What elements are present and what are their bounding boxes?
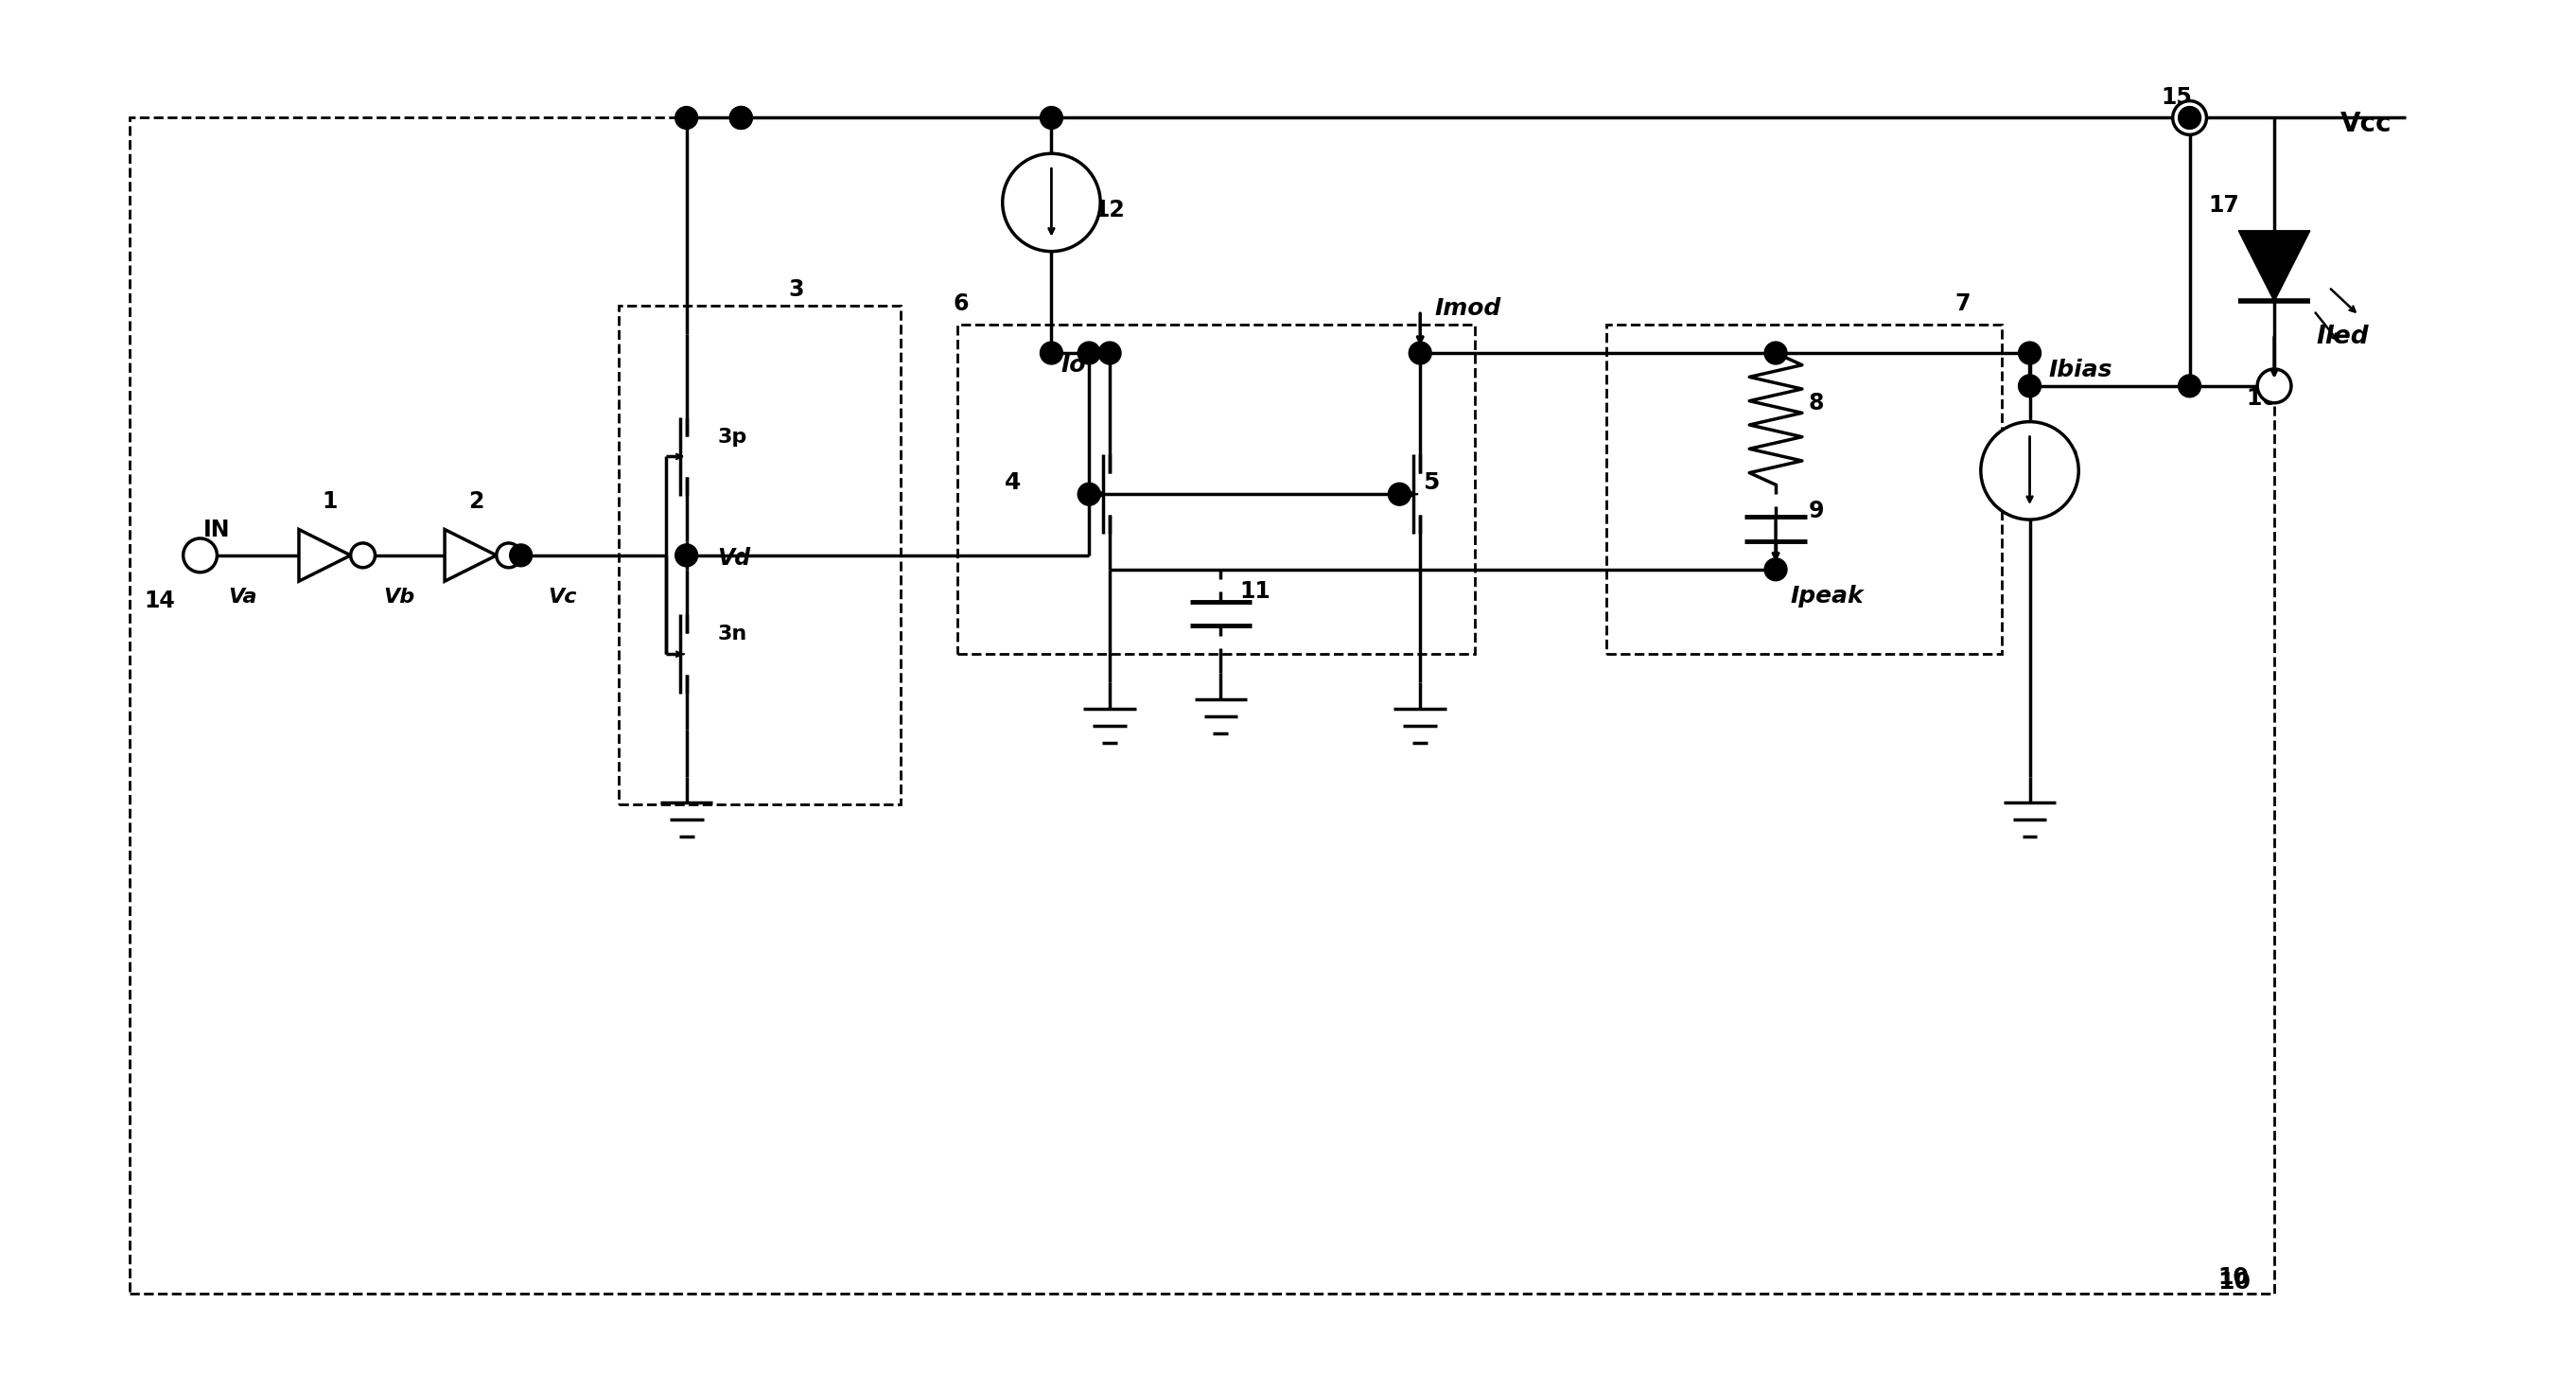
Circle shape xyxy=(1077,342,1100,365)
Text: Ipeak: Ipeak xyxy=(1790,585,1862,607)
Text: Iled: Iled xyxy=(2316,324,2370,349)
Text: 12: 12 xyxy=(1095,199,1126,221)
Text: Ibias: Ibias xyxy=(2048,359,2112,381)
Circle shape xyxy=(2179,374,2200,397)
Text: 3n: 3n xyxy=(719,625,747,643)
Text: Vb: Vb xyxy=(384,587,415,606)
Circle shape xyxy=(675,107,698,129)
Text: 15: 15 xyxy=(2161,86,2192,109)
Circle shape xyxy=(1981,422,2079,519)
Text: 3: 3 xyxy=(788,278,804,301)
Circle shape xyxy=(2179,107,2200,129)
Circle shape xyxy=(2020,374,2040,397)
Circle shape xyxy=(1765,558,1788,580)
Text: IN: IN xyxy=(204,519,229,541)
Text: 2: 2 xyxy=(469,490,484,514)
Circle shape xyxy=(729,107,752,129)
Text: 10: 10 xyxy=(2218,1267,2249,1289)
Text: 11: 11 xyxy=(1239,579,1270,603)
Circle shape xyxy=(510,544,533,567)
Text: 9: 9 xyxy=(1808,500,1824,522)
Text: Vd: Vd xyxy=(719,547,750,569)
Text: 4: 4 xyxy=(1005,472,1020,494)
Circle shape xyxy=(1765,342,1788,365)
Polygon shape xyxy=(2239,231,2311,301)
Circle shape xyxy=(1077,483,1100,505)
Circle shape xyxy=(2257,369,2290,402)
Text: Io: Io xyxy=(1061,354,1084,377)
Circle shape xyxy=(1409,342,1432,365)
Text: 5: 5 xyxy=(1422,472,1440,494)
Circle shape xyxy=(1097,342,1121,365)
Circle shape xyxy=(2020,342,2040,365)
Text: 3p: 3p xyxy=(719,427,747,447)
Circle shape xyxy=(183,539,216,572)
Text: 6: 6 xyxy=(953,292,969,316)
Text: Va: Va xyxy=(229,587,258,606)
Circle shape xyxy=(2172,100,2208,135)
Circle shape xyxy=(1041,107,1064,129)
Text: 8: 8 xyxy=(1808,391,1824,415)
Text: Imod: Imod xyxy=(1435,298,1502,320)
Text: 17: 17 xyxy=(2208,193,2239,217)
Text: 16: 16 xyxy=(2246,387,2277,409)
Circle shape xyxy=(1041,342,1064,365)
Text: Vc: Vc xyxy=(549,587,577,606)
Circle shape xyxy=(675,544,698,567)
Circle shape xyxy=(1388,483,1412,505)
Text: 14: 14 xyxy=(144,589,175,612)
Text: 13: 13 xyxy=(2048,448,2079,470)
Text: 7: 7 xyxy=(1955,292,1971,316)
Circle shape xyxy=(350,543,376,568)
Circle shape xyxy=(1002,153,1100,252)
Text: 10: 10 xyxy=(2218,1271,2251,1295)
Circle shape xyxy=(729,107,752,129)
Circle shape xyxy=(497,543,520,568)
Text: 1: 1 xyxy=(322,490,337,514)
Text: Vcc: Vcc xyxy=(2339,111,2391,138)
